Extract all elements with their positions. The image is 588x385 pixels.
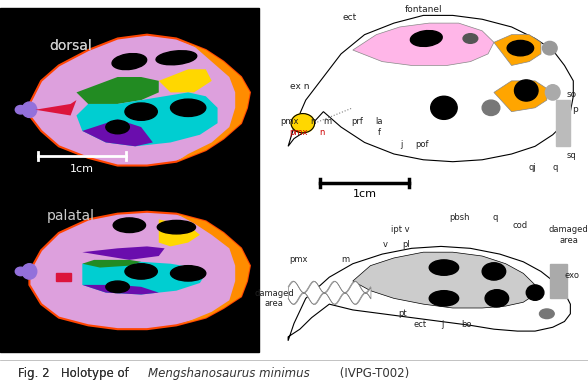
Bar [0,8,259,352]
Text: damaged
area: damaged area [549,225,588,244]
Ellipse shape [22,264,36,279]
Text: p: p [572,105,578,114]
Text: (IVPG-T002): (IVPG-T002) [336,367,410,380]
Text: ect: ect [414,320,427,329]
Text: f: f [377,128,381,137]
Bar [556,100,570,146]
Text: pmx: pmx [280,117,299,126]
Text: prf: prf [352,117,363,126]
Ellipse shape [526,285,544,300]
PathPatch shape [494,35,541,65]
Text: la: la [376,117,383,126]
Text: ex n: ex n [290,82,310,91]
PathPatch shape [35,100,76,116]
Text: ipt v: ipt v [390,224,409,234]
Text: j: j [400,140,403,149]
Text: n: n [310,117,316,126]
Text: so: so [566,90,577,99]
Ellipse shape [158,220,195,234]
Text: j: j [442,320,444,329]
PathPatch shape [288,15,573,162]
PathPatch shape [494,81,547,112]
Ellipse shape [113,218,146,233]
Ellipse shape [540,309,554,319]
PathPatch shape [82,285,159,295]
Text: 1cm: 1cm [71,164,94,174]
Ellipse shape [485,290,509,307]
Ellipse shape [171,99,206,117]
PathPatch shape [176,214,250,325]
Text: cod: cod [513,221,528,230]
Text: n: n [319,128,325,137]
Ellipse shape [171,266,206,281]
Text: m: m [342,255,350,264]
PathPatch shape [82,262,206,295]
Text: pmx: pmx [289,128,308,137]
Text: pof: pof [416,140,429,149]
Text: qj: qj [528,163,536,172]
PathPatch shape [159,69,212,92]
Ellipse shape [112,54,146,70]
Text: Fig. 2   Holotype of: Fig. 2 Holotype of [18,367,132,380]
PathPatch shape [76,92,218,146]
Ellipse shape [430,96,457,119]
Text: exo: exo [564,271,579,280]
Ellipse shape [463,34,478,44]
Bar [550,264,567,298]
PathPatch shape [82,246,165,260]
PathPatch shape [353,23,494,65]
Text: damaged
area: damaged area [254,289,294,308]
Text: m: m [323,117,332,126]
Ellipse shape [125,264,158,279]
Text: pl: pl [402,240,410,249]
Text: v: v [383,240,387,249]
Text: q: q [493,213,499,222]
Ellipse shape [106,120,129,134]
Ellipse shape [482,263,506,280]
Text: 1cm: 1cm [353,189,376,199]
Ellipse shape [156,51,197,65]
Ellipse shape [429,291,459,306]
Ellipse shape [482,100,500,116]
Text: sq: sq [567,151,576,161]
Ellipse shape [429,260,459,275]
Text: pmx: pmx [289,255,308,264]
Text: ect: ect [343,13,357,22]
PathPatch shape [159,219,200,246]
Ellipse shape [125,103,158,121]
Ellipse shape [22,102,36,117]
Text: fontanel: fontanel [405,5,442,14]
Text: Fig. 2   Holotype of: Fig. 2 Holotype of [18,367,132,380]
Bar [56,273,71,281]
Ellipse shape [507,40,534,56]
Text: Mengshanosaurus minimus: Mengshanosaurus minimus [148,367,310,380]
Ellipse shape [410,30,442,47]
Ellipse shape [15,105,26,114]
Ellipse shape [291,114,315,133]
PathPatch shape [82,119,153,146]
Text: dorsal: dorsal [49,39,92,53]
Ellipse shape [15,267,26,276]
Text: pbsh: pbsh [450,213,470,222]
PathPatch shape [29,35,250,166]
Ellipse shape [543,41,557,55]
PathPatch shape [76,77,159,104]
Text: dorsal: dorsal [49,39,92,53]
Ellipse shape [106,281,129,293]
PathPatch shape [176,38,250,162]
Text: bo: bo [461,320,472,329]
PathPatch shape [82,260,141,268]
Text: q: q [553,163,559,172]
Ellipse shape [545,85,560,100]
PathPatch shape [288,246,570,341]
Text: palatal: palatal [46,209,95,223]
PathPatch shape [29,212,250,329]
Text: pt: pt [399,309,407,318]
Ellipse shape [514,80,538,101]
PathPatch shape [353,252,535,308]
